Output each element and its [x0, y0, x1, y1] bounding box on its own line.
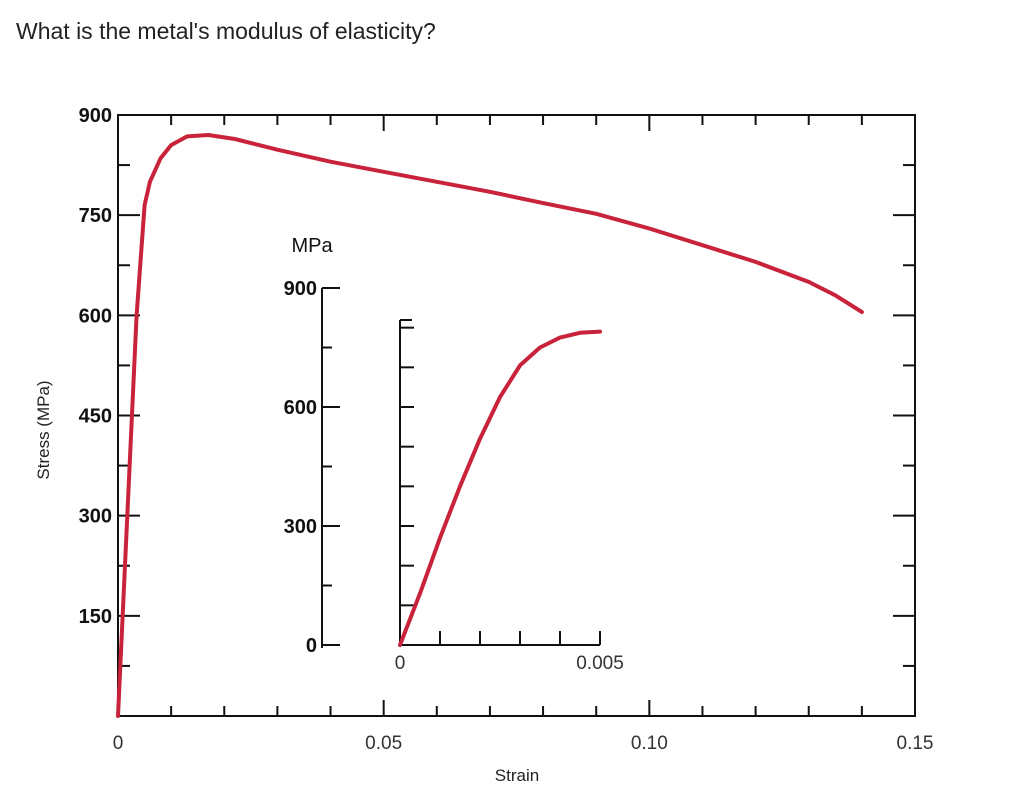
inset-y-tick-label: 300 [284, 516, 317, 538]
main-tick-labels: 900 750 600 450 300 150 0 0.05 0.10 0.15 [79, 105, 934, 754]
inset-x-tick-label: 0.005 [576, 653, 624, 674]
x-tick-label: 0 [113, 733, 124, 754]
inset-y-tick-label: 600 [284, 397, 317, 419]
y-axis-title: Stress (MPa) [34, 380, 53, 479]
main-ticks [117, 114, 916, 717]
y-tick-label: 300 [79, 506, 112, 528]
main-stress-strain-curve [116, 133, 864, 718]
inset-tick-labels: 900 600 300 0 0 0.005 [284, 278, 624, 674]
inset-chart: 900 600 300 0 0 0.005 MPa [284, 235, 624, 674]
main-plot-frame [117, 114, 916, 717]
x-axis-title: Strain [495, 766, 539, 785]
y-tick-label: 150 [79, 606, 112, 628]
inset-x-tick-label: 0 [395, 653, 406, 674]
inset-y-tick-label: 900 [284, 278, 317, 300]
x-tick-label: 0.05 [365, 733, 402, 754]
y-tick-label: 900 [79, 105, 112, 127]
y-tick-label: 450 [79, 406, 112, 428]
inset-unit-label: MPa [291, 235, 333, 257]
y-tick-label: 600 [79, 305, 112, 327]
x-tick-label: 0.10 [631, 733, 668, 754]
question-text: What is the metal's modulus of elasticit… [16, 18, 436, 44]
x-tick-label: 0.15 [897, 733, 934, 754]
inset-y-tick-label: 0 [306, 635, 317, 657]
y-tick-label: 750 [79, 205, 112, 227]
inset-stress-strain-curve [398, 329, 602, 647]
inset-ticks [322, 287, 601, 646]
